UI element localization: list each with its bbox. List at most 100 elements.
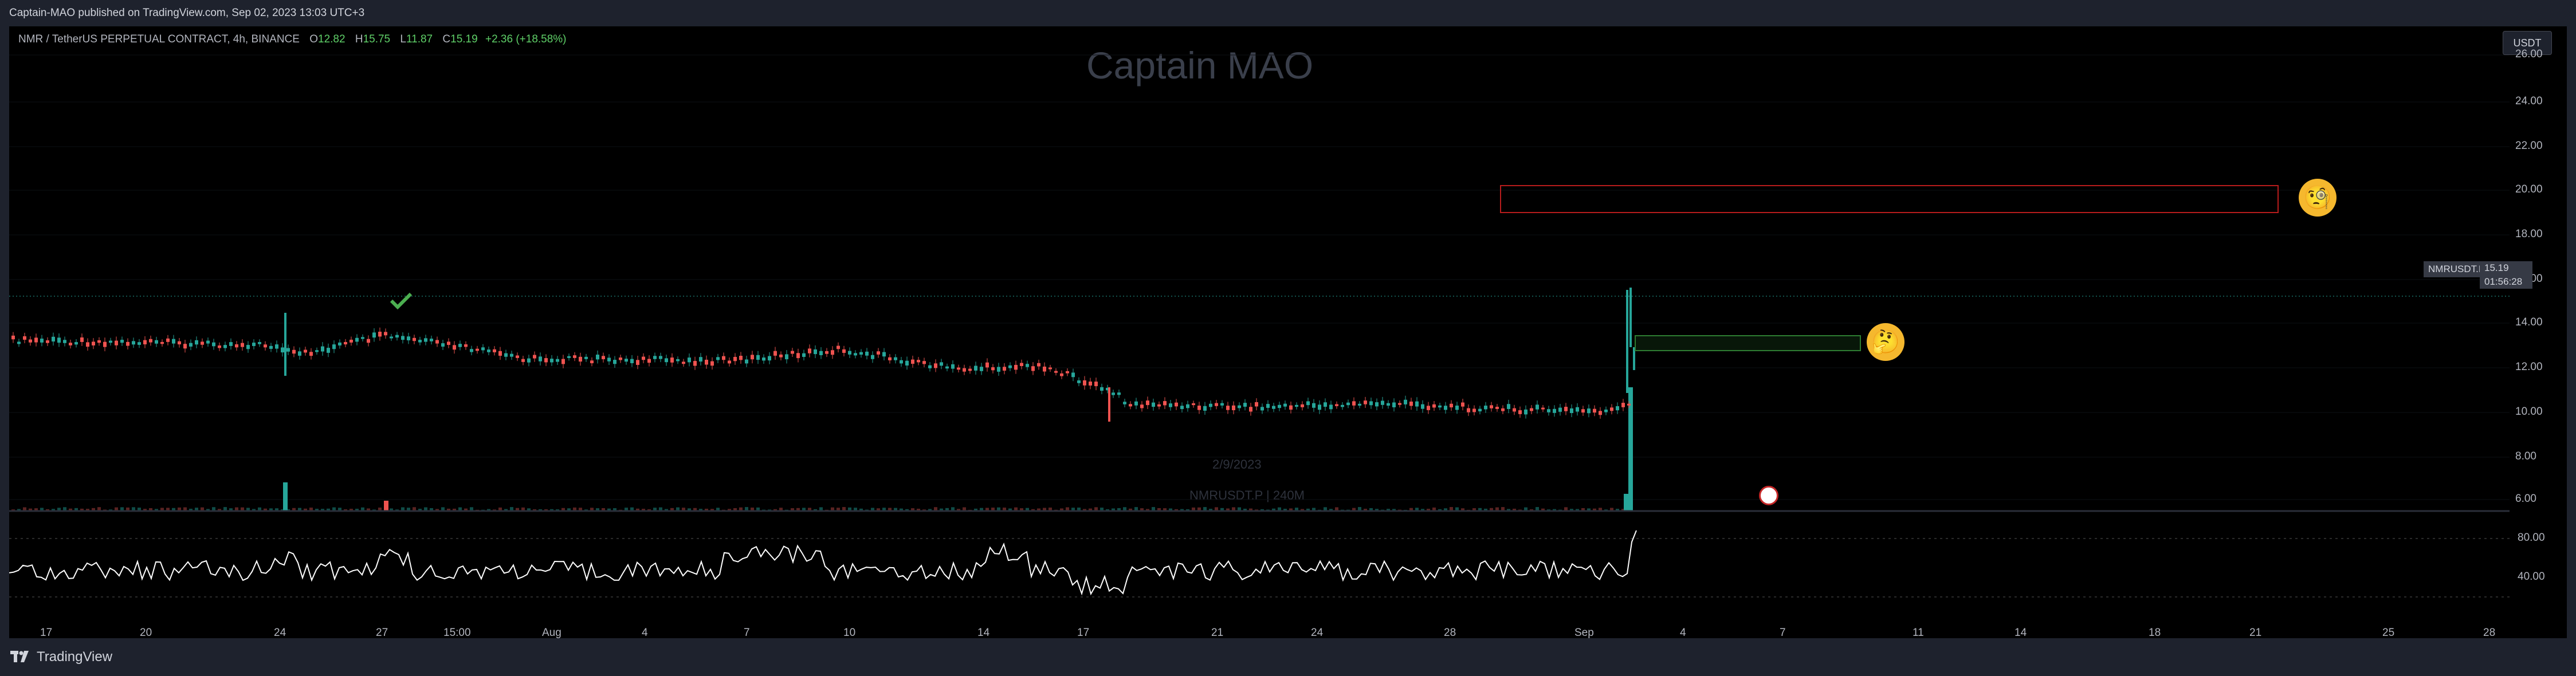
volume-bar — [52, 509, 55, 511]
candle-body — [1146, 400, 1149, 406]
volume-spike — [1624, 494, 1628, 511]
volume-bar — [1478, 508, 1482, 511]
volume-bar — [1415, 508, 1419, 511]
candle-body — [1484, 406, 1487, 410]
volume-bar — [304, 508, 307, 511]
candle-body — [52, 336, 55, 342]
volume-bar — [894, 508, 897, 511]
volume-bar — [430, 508, 433, 511]
candle-body — [1352, 401, 1356, 406]
candle-body — [1375, 402, 1379, 407]
candle-body — [550, 359, 553, 363]
price-axis-panel[interactable]: USDT — [2503, 26, 2567, 638]
time-axis-label: 17 — [40, 627, 53, 638]
volume-bar — [115, 507, 118, 511]
volume-spike — [1628, 387, 1633, 511]
volume-bar — [871, 508, 874, 511]
candle-body — [1020, 363, 1023, 366]
volume-bar — [1260, 509, 1264, 511]
volume-bar — [332, 507, 336, 511]
candle-body — [109, 340, 112, 343]
volume-bar — [321, 509, 324, 511]
last-price-value: 15.19 — [2484, 262, 2509, 273]
candle-body — [1071, 372, 1075, 378]
volume-bar — [1157, 508, 1161, 511]
candle-body — [286, 348, 290, 352]
candle-body — [831, 350, 834, 355]
volume-bar — [728, 509, 731, 511]
volume-bar — [1209, 509, 1212, 511]
candle-body — [985, 362, 989, 368]
candle-body — [97, 340, 101, 343]
chart-pane[interactable]: NMR / TetherUS PERPETUAL CONTRACT, 4h, B… — [9, 26, 2510, 638]
volume-bar — [1049, 508, 1052, 511]
candle-body — [1169, 403, 1172, 407]
candle-body — [1467, 408, 1470, 412]
candle-body — [1134, 401, 1138, 406]
volume-bar — [138, 508, 141, 511]
volume-bar — [1541, 508, 1545, 511]
volume-bar — [997, 507, 1000, 511]
volume-bar — [773, 509, 777, 511]
volume-bar — [814, 509, 817, 511]
volume-bar — [1020, 508, 1023, 511]
candle-body — [1031, 366, 1035, 371]
volume-bar — [470, 507, 473, 511]
candle-body — [189, 343, 193, 347]
candle-body — [607, 357, 611, 361]
volume-bar — [1134, 507, 1138, 511]
volume-bar — [1621, 509, 1625, 511]
price-chart-canvas[interactable] — [9, 26, 2510, 638]
volume-bar — [573, 507, 576, 511]
candle-body — [625, 359, 628, 362]
currency-button[interactable]: USDT — [2503, 31, 2552, 55]
volume-bar — [487, 509, 490, 511]
candle-body — [407, 336, 410, 341]
volume-bar — [1238, 507, 1241, 511]
candle-body — [1238, 405, 1241, 408]
volume-bar — [676, 507, 680, 511]
candle-body — [733, 357, 737, 361]
candle-body — [1220, 403, 1224, 406]
candle-body — [504, 353, 508, 357]
volume-bar — [424, 507, 427, 511]
time-axis[interactable]: 17 20 24 27 15:00 Aug 4 7 10 14 17 21 24 28 Sep 4 7 11 14 1… — [9, 622, 2510, 638]
volume-bar — [1387, 509, 1390, 511]
volume-bar — [229, 508, 233, 511]
thinking-face-icon: 🤔 — [1867, 323, 1904, 361]
legend-high-label: H — [355, 33, 363, 45]
candle-body — [332, 344, 336, 349]
volume-bar — [510, 507, 513, 511]
candle-body — [1513, 408, 1516, 412]
candle-body — [138, 342, 141, 345]
volume-bar — [223, 507, 227, 511]
candle-body — [401, 336, 405, 340]
candle-body — [1014, 364, 1018, 370]
volume-bar — [1083, 509, 1086, 511]
volume-bar — [447, 508, 450, 511]
candle-body — [120, 340, 124, 343]
us-flag-icon[interactable] — [1759, 486, 1778, 505]
candle-body — [418, 340, 422, 343]
candle-body — [1558, 407, 1562, 412]
candle-body — [768, 356, 771, 361]
candle-body — [1329, 404, 1333, 410]
tradingview-logo[interactable]: TradingView — [10, 647, 112, 667]
candle-body — [86, 342, 89, 347]
volume-bar — [625, 508, 628, 511]
resistance-zone[interactable] — [1500, 185, 2279, 213]
volume-bar — [97, 507, 101, 511]
time-axis-label: Sep — [1574, 627, 1594, 638]
volume-bar — [980, 508, 983, 511]
candle-body — [298, 351, 301, 356]
volume-bar — [92, 508, 95, 511]
volume-bar — [1610, 508, 1613, 511]
volume-bar — [1461, 508, 1464, 511]
candle-body — [722, 356, 725, 360]
candle-body — [1318, 404, 1321, 410]
support-zone[interactable] — [1635, 335, 1861, 351]
candle-body — [115, 340, 118, 345]
legend-symbol[interactable]: NMR / TetherUS PERPETUAL CONTRACT, 4h, B… — [18, 33, 300, 45]
candle-body — [1197, 406, 1201, 410]
price-axis-label: 12.00 — [2515, 361, 2543, 373]
